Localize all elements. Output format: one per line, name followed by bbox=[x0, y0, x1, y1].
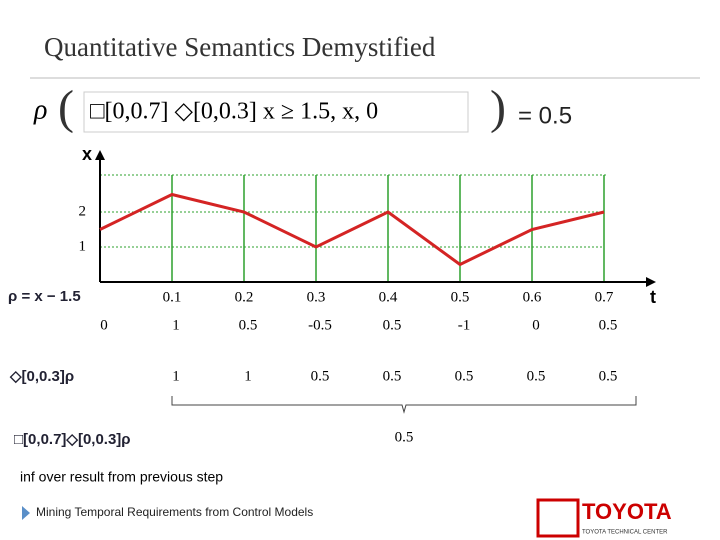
x-tick-label: 0.3 bbox=[307, 289, 326, 305]
x-tick-label: 0.1 bbox=[163, 289, 182, 305]
left-bracket: ( bbox=[58, 81, 74, 134]
formula-box bbox=[83, 91, 469, 133]
row-value: 0.5 bbox=[239, 317, 258, 333]
row-value: 0.5 bbox=[599, 368, 618, 384]
x-tick-label: 0.4 bbox=[379, 289, 398, 305]
row-value: 1 bbox=[172, 317, 180, 333]
slide-title: Quantitative Semantics Demystified bbox=[44, 32, 436, 62]
x-tick-label: 0.5 bbox=[451, 289, 470, 305]
y-axis-arrow bbox=[95, 150, 105, 160]
x-tick-label: 0.2 bbox=[235, 289, 254, 305]
row-value: 0.5 bbox=[599, 317, 618, 333]
row-value: 0 bbox=[100, 317, 108, 333]
footer-arrow bbox=[22, 506, 30, 520]
row-value: 0.5 bbox=[311, 368, 330, 384]
x-tick-label: 0.6 bbox=[523, 289, 542, 305]
row-value: 0.5 bbox=[395, 429, 414, 445]
rho-symbol: ρ bbox=[33, 94, 47, 125]
row-label: □[0,0.7]◇[0,0.3]ρ bbox=[14, 431, 131, 448]
footer: Mining Temporal Requirements from Contro… bbox=[36, 505, 313, 519]
formula: □[0,0.7] ◇[0,0.3] x ≥ 1.5, x, 0 bbox=[90, 99, 378, 125]
y-tick-label: 1 bbox=[79, 238, 87, 254]
x-axis-arrow bbox=[646, 277, 656, 287]
row-value: 0.5 bbox=[527, 368, 546, 384]
logo-mark bbox=[536, 498, 580, 538]
logo: TOYOTA bbox=[582, 499, 672, 524]
x-axis-label: t bbox=[650, 287, 656, 307]
y-axis-label: x bbox=[82, 144, 92, 164]
y-tick-label: 2 bbox=[79, 203, 87, 219]
row-value: 1 bbox=[244, 368, 252, 384]
row-value: 0.5 bbox=[383, 368, 402, 384]
bracket bbox=[171, 396, 637, 414]
row-value: 0 bbox=[532, 317, 540, 333]
right-bracket: ) bbox=[490, 81, 506, 134]
row-value: 0.5 bbox=[455, 368, 474, 384]
note: inf over result from previous step bbox=[20, 469, 223, 485]
row-value: 0.5 bbox=[383, 317, 402, 333]
row-label: ρ = x − 1.5 bbox=[8, 288, 81, 305]
row-value: 1 bbox=[172, 368, 180, 384]
data-line bbox=[99, 192, 605, 267]
x-tick-label: 0.7 bbox=[595, 289, 614, 305]
row-label: ◇[0,0.3]ρ bbox=[9, 368, 74, 385]
row-value: -0.5 bbox=[308, 317, 332, 333]
formula-result: = 0.5 bbox=[518, 102, 572, 129]
logo-sub: TOYOTA TECHNICAL CENTER bbox=[582, 530, 668, 536]
row-value: -1 bbox=[458, 317, 471, 333]
